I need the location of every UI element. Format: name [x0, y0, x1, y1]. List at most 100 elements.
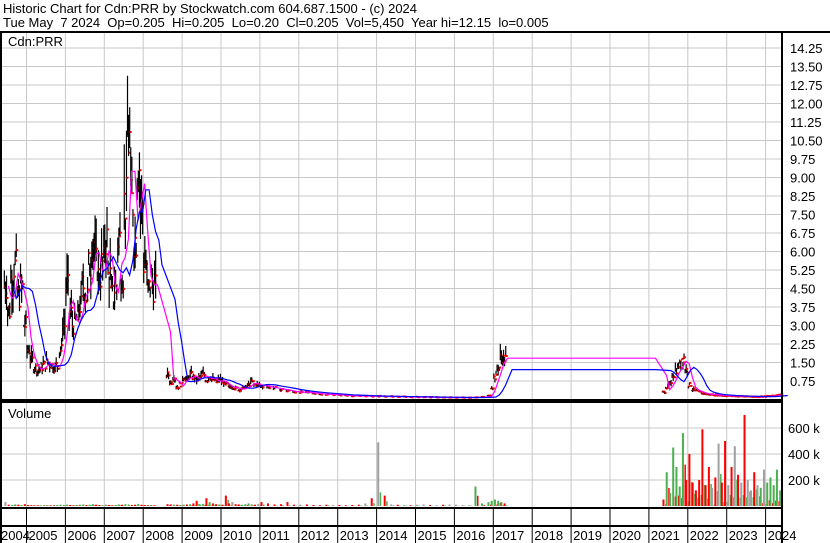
volume-bar [506, 505, 508, 506]
close-tick [102, 259, 105, 262]
x-tick-label: 2016 [456, 528, 485, 543]
volume-bar [108, 504, 111, 506]
close-tick [110, 267, 113, 270]
close-tick [124, 192, 127, 195]
x-tick-label: 2012 [301, 528, 330, 543]
close-tick [87, 288, 90, 291]
volume-bar [694, 490, 697, 506]
close-tick [694, 389, 697, 392]
volume-bar [250, 504, 253, 506]
close-tick [43, 362, 46, 365]
close-tick [139, 169, 142, 172]
close-tick [682, 361, 685, 364]
volume-bar [72, 505, 75, 506]
close-tick [287, 389, 290, 392]
volume-bar [344, 505, 347, 506]
volume-bar [442, 504, 445, 506]
close-tick [268, 385, 271, 388]
y-tick-label: 9.75 [790, 152, 815, 167]
volume-bar [409, 505, 412, 506]
volume-tick-label: 200 k [788, 473, 820, 488]
volume-bar [7, 504, 10, 506]
close-tick [6, 296, 9, 299]
close-tick [684, 356, 687, 359]
close-tick [126, 176, 129, 179]
volume-bar [392, 505, 395, 506]
close-tick [61, 344, 64, 347]
volume-bar [476, 495, 479, 506]
volume-bar [704, 485, 707, 506]
volume-bar [27, 504, 30, 506]
long-moving-average-line [12, 189, 788, 399]
volume-bar [30, 505, 33, 506]
volume-bar [500, 502, 503, 506]
volume-bar [95, 504, 98, 506]
close-tick [686, 367, 689, 370]
volume-bar [69, 504, 72, 506]
close-tick [505, 354, 508, 357]
close-tick [50, 367, 53, 370]
volume-bar [405, 505, 408, 506]
close-tick [167, 371, 170, 374]
volume-bar [104, 504, 107, 506]
close-tick [239, 389, 242, 392]
y-tick-label: 8.25 [790, 189, 815, 204]
close-tick [60, 349, 63, 352]
close-tick [243, 386, 246, 389]
volume-bar [743, 415, 746, 506]
volume-bar [282, 505, 284, 506]
close-tick [666, 387, 669, 390]
close-tick [179, 382, 182, 385]
close-tick [96, 247, 99, 250]
volume-bar [711, 487, 714, 506]
volume-bar [78, 504, 81, 506]
volume-bar [383, 495, 386, 506]
volume-bar [467, 505, 470, 506]
x-tick-label: 2010 [223, 528, 252, 543]
close-tick [180, 385, 183, 388]
short-moving-average-line [7, 170, 784, 399]
volume-bar [701, 429, 704, 506]
volume-bar [318, 505, 321, 506]
volume-bar [746, 480, 749, 506]
close-tick [704, 392, 707, 395]
volume-bar [681, 433, 684, 506]
close-tick [269, 387, 272, 390]
volume-bar [267, 503, 270, 506]
close-tick [108, 271, 111, 274]
close-tick [35, 364, 38, 367]
volume-bar [205, 498, 208, 506]
volume-bar [231, 502, 234, 506]
volume-bar [299, 504, 302, 506]
close-tick [193, 374, 196, 377]
close-tick [693, 387, 696, 390]
chart-title: Historic Chart for Cdn:PRR by Stockwatch… [3, 1, 418, 16]
volume-bar [179, 504, 182, 506]
volume-bar [172, 504, 175, 506]
close-tick [778, 393, 781, 396]
close-tick [64, 325, 67, 328]
close-tick [118, 235, 121, 238]
volume-bar [260, 502, 263, 506]
close-tick [171, 382, 174, 385]
volume-bar [153, 505, 156, 506]
volume-bar [386, 501, 388, 506]
volume-bar [730, 467, 733, 506]
volume-bar [82, 504, 85, 506]
close-tick [100, 285, 103, 288]
volume-bar [218, 504, 221, 506]
close-tick [125, 217, 128, 220]
close-tick [286, 390, 289, 393]
close-tick [105, 253, 108, 256]
volume-bar [208, 502, 211, 506]
close-tick [15, 259, 18, 262]
volume-bar [166, 504, 169, 506]
close-tick [332, 394, 335, 397]
close-tick [128, 151, 131, 154]
y-tick-label: 11.25 [790, 115, 822, 130]
volume-bar [185, 504, 188, 506]
close-tick [109, 286, 112, 289]
x-tick-label: 2017 [495, 528, 524, 543]
close-tick [101, 252, 104, 255]
quote-line: Tue May 7 2024 Op=0.205 Hi=0.205 Lo=0.20… [3, 15, 549, 30]
